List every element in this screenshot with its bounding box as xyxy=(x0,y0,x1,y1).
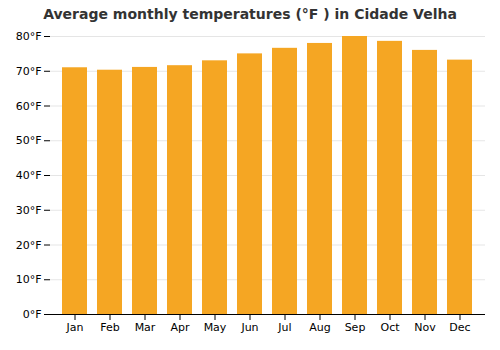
svg-text:60°F: 60°F xyxy=(16,100,42,113)
svg-text:Feb: Feb xyxy=(100,321,119,334)
svg-text:Mar: Mar xyxy=(135,321,156,334)
svg-text:0°F: 0°F xyxy=(23,308,42,321)
html-text:Average monthly temperatures (: Average monthly temperatures (°F ) in Ci… xyxy=(43,6,457,22)
svg-text:Jun: Jun xyxy=(240,321,258,334)
svg-text:Aug: Aug xyxy=(309,321,330,334)
svg-text:20°F: 20°F xyxy=(16,239,42,252)
svg-text:40°F: 40°F xyxy=(16,169,42,182)
svg-text:May: May xyxy=(204,321,227,334)
svg-text:50°F: 50°F xyxy=(16,134,42,147)
svg-text:30°F: 30°F xyxy=(16,204,42,217)
svg-text:70°F: 70°F xyxy=(16,65,42,78)
svg-text:10°F: 10°F xyxy=(16,273,42,286)
svg-text:Jan: Jan xyxy=(66,321,84,334)
svg-text:80°F: 80°F xyxy=(16,30,42,43)
svg-text:Jul: Jul xyxy=(277,321,291,334)
svg-text:Nov: Nov xyxy=(414,321,436,334)
svg-text:Apr: Apr xyxy=(170,321,190,334)
svg-text:Sep: Sep xyxy=(345,321,366,334)
svg-text:Dec: Dec xyxy=(449,321,470,334)
svg-text:Oct: Oct xyxy=(380,321,400,334)
